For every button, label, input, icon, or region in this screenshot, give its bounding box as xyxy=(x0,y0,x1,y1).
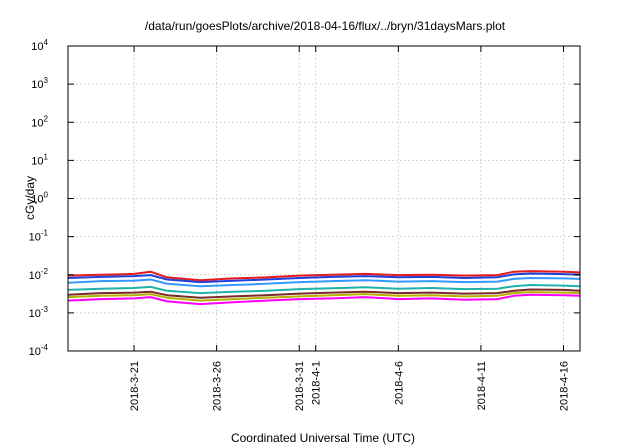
series-line-4 xyxy=(67,284,581,295)
y-tick-label: 103 xyxy=(31,76,48,91)
series-line-5 xyxy=(67,288,581,299)
series-line-6 xyxy=(67,291,581,302)
y-tick-label: 10-4 xyxy=(29,343,49,358)
x-tick-label: 2018-3-21 xyxy=(129,361,141,411)
grid-lines xyxy=(68,46,580,351)
x-tick-label: 2018-3-26 xyxy=(212,361,224,411)
y-tick-label: 101 xyxy=(31,152,48,167)
series-line-7 xyxy=(67,293,581,306)
y-tick-label: 104 xyxy=(31,38,48,53)
y-tick-label: 10-2 xyxy=(29,267,49,282)
x-tick-label: 2018-4-16 xyxy=(558,361,570,411)
y-axis-label: cGy/day xyxy=(23,176,37,220)
x-axis: 2018-3-21 2018-3-26 2018-3-31 2018-4-1 2018-… xyxy=(129,46,570,411)
series-line-2 xyxy=(67,272,581,284)
series-group xyxy=(67,270,581,306)
y-tick-label: 10-3 xyxy=(29,305,49,320)
series-line-1 xyxy=(67,270,581,282)
y-tick-label: 102 xyxy=(31,114,48,129)
x-axis-label: Coordinated Universal Time (UTC) xyxy=(231,431,415,445)
x-tick-label: 2018-3-31 xyxy=(294,361,306,411)
y-axis: 104 103 102 101 100 10-1 10-2 10-3 10-4 xyxy=(29,38,580,358)
x-tick-label: 2018-4-1 xyxy=(311,361,323,405)
series-line-3 xyxy=(67,277,581,288)
x-tick-label: 2018-4-6 xyxy=(393,361,405,405)
y-tick-label: 100 xyxy=(31,191,48,206)
x-tick-label: 2018-4-11 xyxy=(476,361,488,410)
chart-title: /data/run/goesPlots/archive/2018-04-16/f… xyxy=(145,19,506,33)
y-tick-label: 10-1 xyxy=(29,229,49,244)
